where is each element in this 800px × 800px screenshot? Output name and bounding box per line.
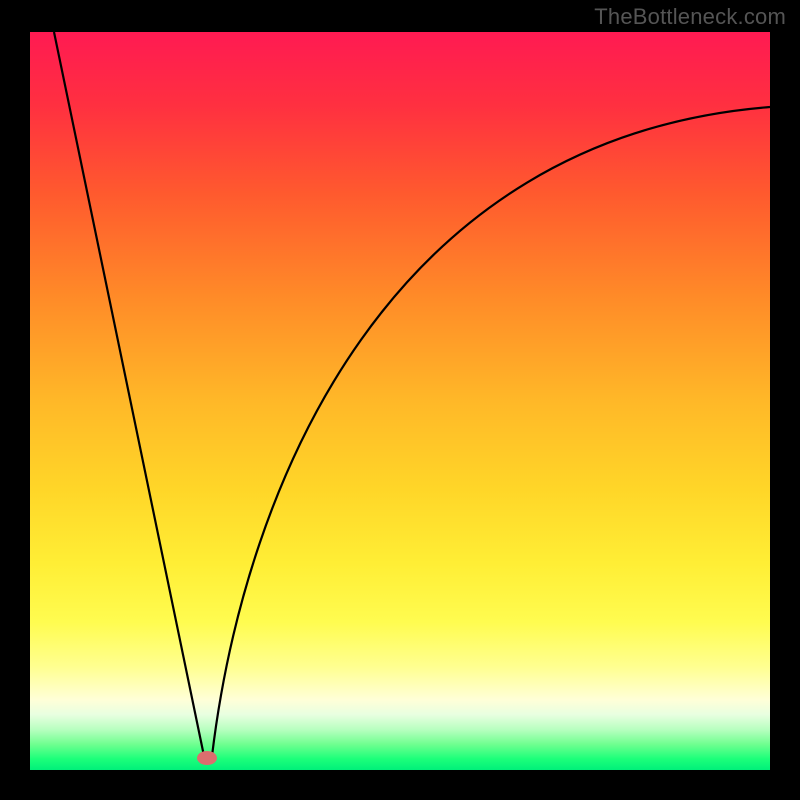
- watermark-text: TheBottleneck.com: [594, 4, 786, 30]
- gradient-background: [30, 32, 770, 770]
- chart-svg: [30, 32, 770, 770]
- plot-area: [30, 32, 770, 770]
- minimum-marker: [197, 751, 217, 765]
- chart-container: TheBottleneck.com: [0, 0, 800, 800]
